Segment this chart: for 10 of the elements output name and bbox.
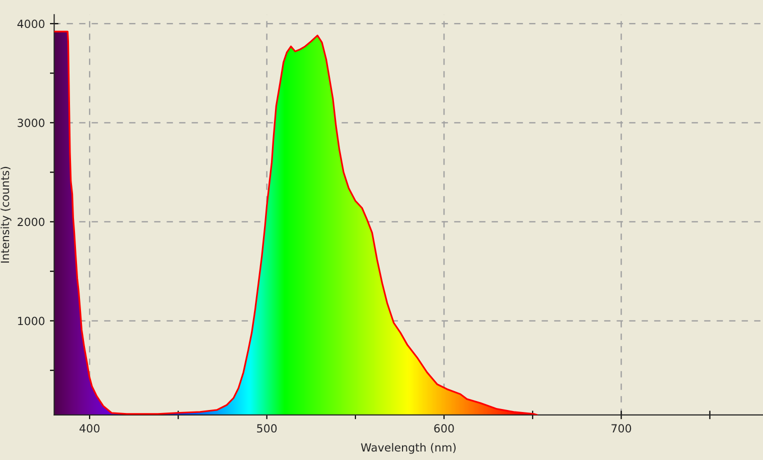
x-tick-label: 700 <box>612 424 632 433</box>
x-tick-label: 400 <box>80 424 100 433</box>
y-tick-label: 3000 <box>18 118 44 128</box>
y-axis-title: Intensity (counts) <box>0 166 12 263</box>
x-tick-label: 600 <box>434 424 454 433</box>
y-tick-label: 2000 <box>18 218 44 226</box>
x-axis-title: Wavelength (nm) <box>360 443 456 454</box>
y-tick-label: 4000 <box>17 20 44 28</box>
x-tick-label: 500 <box>257 424 277 433</box>
y-tick-label: 1000 <box>18 316 44 326</box>
